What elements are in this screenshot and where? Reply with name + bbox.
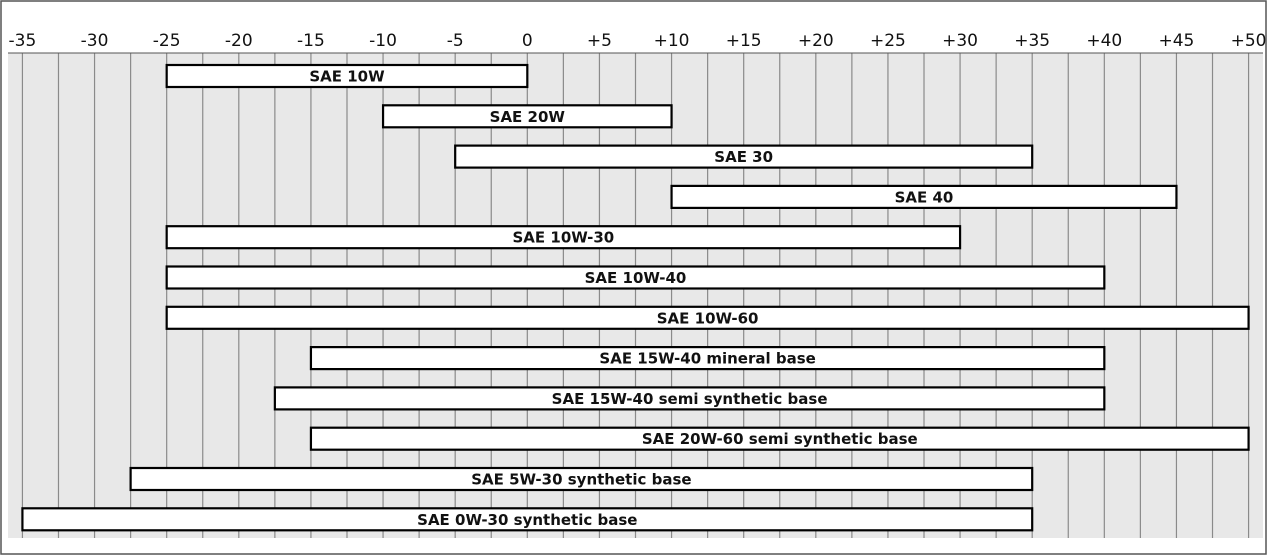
range-bar-group: SAE 5W-30 synthetic base [129,466,1034,492]
range-bar-label: SAE 0W-30 synthetic base [417,511,637,529]
grid-lines [21,53,1250,538]
range-bar-label: SAE 15W-40 mineral base [599,350,815,368]
range-bar-group: SAE 10W-40 [165,265,1106,290]
x-tick-label: +25 [870,31,906,51]
range-bar-group: SAE 10W-60 [165,305,1250,330]
range-bar-group: SAE 15W-40 mineral base [309,346,1106,371]
x-tick-label: -35 [9,31,37,51]
range-bar [165,63,529,89]
range-bar-label: SAE 20W-60 semi synthetic base [642,430,918,448]
x-tick-label: -5 [447,31,464,51]
range-bar [165,265,1106,290]
x-axis-tick-labels: -35 -30 -25 -20 -15 -10 -5 0 +5 +10 +15 +20 +25 +30 +3… [9,31,1267,51]
x-tick-label: +45 [1159,31,1195,51]
range-bar-group: SAE 20W [381,104,673,129]
x-tick-label: +10 [654,31,690,51]
x-tick-label: +50 [1231,31,1267,51]
x-tick-label: 0 [522,31,533,51]
range-bar-label: SAE 10W-60 [657,309,759,327]
range-bar-label: SAE 15W-40 semi synthetic base [552,390,828,408]
range-bar [309,346,1106,371]
range-bar [670,184,1178,209]
x-tick-label: -15 [297,31,325,51]
x-tick-label: +20 [798,31,834,51]
x-tick-label: -20 [225,31,253,51]
x-tick-label: +5 [587,31,612,51]
range-bar-group: SAE 10W [165,63,529,89]
range-bar-label: SAE 20W [490,108,566,126]
range-bar-label: SAE 30 [714,148,773,166]
x-tick-label: +15 [726,31,762,51]
range-bar [273,386,1106,411]
range-bar-label: SAE 10W-30 [513,229,615,247]
x-tick-label: -30 [81,31,109,51]
range-bar-group: SAE 20W-60 semi synthetic base [309,426,1250,451]
range-bar-label: SAE 5W-30 synthetic base [471,471,691,489]
range-bar-group: SAE 40 [670,184,1178,209]
bars: SAE 10W SAE 20W SAE 30 SAE 40 SAE 10W-30 SAE … [21,63,1250,532]
range-bar [129,466,1034,492]
range-bar-group: SAE 10W-30 [165,225,962,250]
range-bar-group: SAE 15W-40 semi synthetic base [273,386,1106,411]
range-bar [165,225,962,250]
range-bar-label: SAE 10W-40 [585,269,687,287]
range-bar [21,507,1034,532]
range-bar [309,426,1250,451]
x-tick-label: +30 [942,31,978,51]
x-tick-label: -10 [369,31,397,51]
range-bar-label: SAE 40 [895,188,954,206]
range-bar-label: SAE 10W [309,68,385,86]
range-bar [381,104,673,129]
range-bar-group: SAE 30 [454,144,1034,169]
x-tick-label: +40 [1086,31,1122,51]
range-bar [165,305,1250,330]
range-bar [454,144,1034,169]
range-bar-group: SAE 0W-30 synthetic base [21,507,1034,532]
x-tick-label: +35 [1014,31,1050,51]
x-tick-label: -25 [153,31,181,51]
